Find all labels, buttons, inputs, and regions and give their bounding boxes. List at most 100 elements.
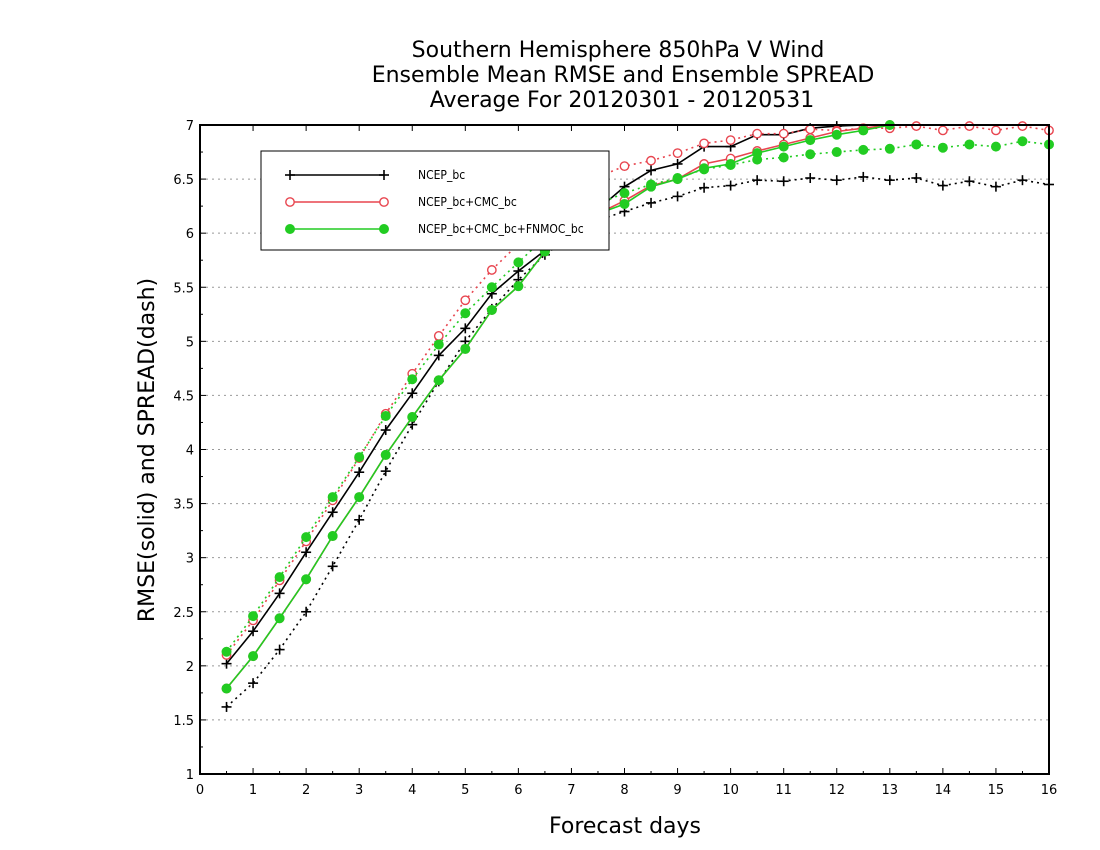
spread-point <box>301 532 312 543</box>
spread-point <box>274 572 285 583</box>
rmse-point <box>327 531 338 542</box>
rmse-point <box>248 651 259 662</box>
rmse-point <box>433 375 444 386</box>
legend-entry-2: NCEP_bc+CMC_bc+FNMOC_bc <box>285 222 584 236</box>
title-line-3: Average For 20120301 - 20120531 <box>430 88 815 113</box>
rmse-point <box>672 174 683 185</box>
rmse-point <box>354 467 365 478</box>
rmse-point <box>433 350 444 361</box>
spread-point <box>619 188 630 199</box>
legend-label: NCEP_bc <box>418 168 465 182</box>
spread-point <box>619 161 630 172</box>
axis-ticks: 11.522.533.544.555.566.570 1 2 3 4 5 6 7 8 9 10 11 1… <box>173 119 1057 798</box>
series <box>221 120 1054 712</box>
spread-point <box>248 611 259 622</box>
spread-point <box>725 180 736 191</box>
rmse-point <box>699 163 710 174</box>
legend-label: NCEP_bc+CMC_bc+FNMOC_bc <box>418 222 584 236</box>
spread-point <box>407 374 418 385</box>
rmse-point <box>407 388 418 399</box>
spread-point <box>884 143 895 154</box>
spread-point <box>221 701 232 712</box>
spread-point <box>752 175 763 186</box>
x-tick-label: 7 <box>567 783 575 798</box>
spread-point <box>964 176 975 187</box>
spread-point <box>672 191 683 202</box>
y-tick-label: 5.5 <box>173 281 194 296</box>
spread-point <box>433 339 444 350</box>
spread-point <box>274 644 285 655</box>
rmse-point <box>460 323 471 334</box>
y-tick-label: 4 <box>186 444 194 459</box>
spread-point <box>964 121 975 131</box>
spread-point <box>991 125 1001 136</box>
rmse-point <box>513 266 524 277</box>
series-2 <box>221 120 1054 694</box>
x-tick-label: 1 <box>249 783 257 798</box>
spread-point <box>460 308 471 319</box>
x-tick-label: 6 <box>514 783 522 798</box>
rmse-point <box>407 412 418 423</box>
rmse-point <box>805 135 816 146</box>
rmse-point <box>460 343 471 354</box>
spread-point <box>964 139 975 150</box>
rmse-point <box>221 658 232 669</box>
x-tick-label: 12 <box>828 783 845 798</box>
spread-point <box>725 135 736 146</box>
legend-entry-0: NCEP_bc <box>285 168 465 182</box>
x-tick-label: 14 <box>935 783 952 798</box>
spread-point <box>911 173 922 184</box>
rmse-point <box>380 449 391 460</box>
y-tick-label: 7 <box>186 119 194 134</box>
y-tick-label: 3 <box>186 552 194 567</box>
rmse-point <box>513 281 524 292</box>
x-tick-label: 4 <box>408 783 416 798</box>
x-tick-label: 5 <box>461 783 469 798</box>
rmse-point <box>274 613 285 624</box>
y-axis-label: RMSE(solid) and SPREAD(dash) <box>135 278 160 622</box>
spread-point <box>1017 175 1028 186</box>
rmse-point <box>380 425 391 436</box>
spread-point <box>646 155 656 166</box>
spread-line <box>225 176 1050 708</box>
spread-point <box>911 121 922 131</box>
spread-point <box>301 606 312 617</box>
y-tick-label: 6 <box>186 227 194 242</box>
spread-point <box>1017 136 1028 147</box>
y-tick-label: 3.5 <box>173 498 194 513</box>
y-tick-label: 1.5 <box>173 714 194 729</box>
spread-point <box>937 142 948 153</box>
rmse-point <box>646 181 657 192</box>
x-tick-label: 15 <box>988 783 1005 798</box>
spread-point <box>752 128 763 139</box>
rmse-point <box>301 547 312 558</box>
spread-point <box>486 265 497 275</box>
title-line-2: Ensemble Mean RMSE and Ensemble SPREAD <box>372 63 875 88</box>
spread-point <box>646 197 657 208</box>
y-tick-label: 4.5 <box>173 389 194 404</box>
legend-marker <box>285 224 295 234</box>
rmse-point <box>354 492 365 503</box>
spread-point <box>354 452 365 463</box>
spread-point <box>354 514 365 525</box>
spread-point <box>805 124 816 135</box>
rmse-point <box>752 148 763 159</box>
spread-point <box>778 176 789 187</box>
spread-point <box>699 138 709 149</box>
spread-point <box>778 152 789 163</box>
x-tick-label: 8 <box>620 783 628 798</box>
rmse-point <box>248 626 259 637</box>
spread-point <box>699 182 710 193</box>
x-tick-label: 3 <box>355 783 363 798</box>
x-axis-label: Forecast days <box>549 814 701 839</box>
y-tick-label: 5 <box>186 335 194 350</box>
spread-point <box>460 295 471 306</box>
legend: NCEP_bc NCEP_bc+CMC_bc NCEP_bc+CMC_bc+FNMO… <box>260 150 610 251</box>
rmse-point <box>486 304 497 315</box>
rmse-point <box>831 129 842 140</box>
spread-point <box>831 175 842 186</box>
rmse-point <box>646 165 657 176</box>
y-tick-label: 6.5 <box>173 173 194 188</box>
title-line-1: Southern Hemisphere 850hPa V Wind <box>412 38 825 63</box>
spread-point <box>433 331 444 341</box>
